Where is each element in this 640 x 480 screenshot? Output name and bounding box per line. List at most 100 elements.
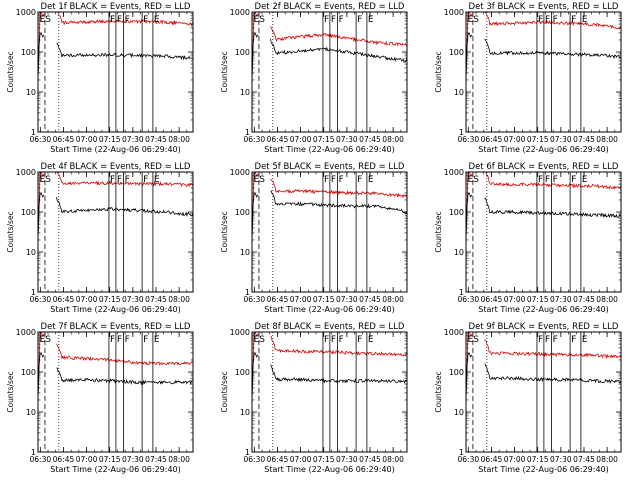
y-axis-label: Counts/sec bbox=[6, 51, 15, 92]
y-tick-label: 100 bbox=[21, 368, 36, 377]
panel-title: Det 4f BLACK = Events, RED = LLD bbox=[41, 162, 191, 172]
event-marker-label: ES bbox=[40, 335, 52, 345]
x-tick-label: 07:00 bbox=[504, 455, 526, 464]
plot-frame bbox=[37, 331, 194, 453]
x-tick-label: 07:00 bbox=[76, 135, 98, 144]
x-tick-label: 07:00 bbox=[290, 455, 312, 464]
x-tick-label: 07:30 bbox=[336, 455, 358, 464]
x-axis-label: Start Time (22-Aug-06 06:29:40) bbox=[478, 145, 609, 154]
event-marker-label: F bbox=[331, 15, 336, 25]
series-events bbox=[252, 31, 407, 81]
x-tick-label: 07:00 bbox=[290, 295, 312, 304]
plot-frame bbox=[465, 331, 622, 453]
x-tick-label: 07:45 bbox=[573, 295, 595, 304]
x-tick-label: 07:00 bbox=[504, 295, 526, 304]
event-marker-label: F bbox=[324, 175, 329, 185]
x-tick-label: 07:30 bbox=[550, 135, 572, 144]
event-marker-label: F bbox=[545, 335, 550, 345]
x-tick-label: 06:45 bbox=[53, 295, 75, 304]
x-tick-label: 07:00 bbox=[290, 135, 312, 144]
y-axis-label: Counts/sec bbox=[220, 51, 229, 92]
x-tick-label: 07:45 bbox=[145, 455, 167, 464]
x-tick-label: 07:15 bbox=[527, 135, 549, 144]
x-axis-label: Start Time (22-Aug-06 06:29:40) bbox=[264, 305, 395, 314]
y-tick-label: 100 bbox=[449, 48, 464, 57]
series-events bbox=[38, 351, 193, 401]
y-tick-label: 100 bbox=[449, 208, 464, 217]
y-axis-label: Counts/sec bbox=[220, 211, 229, 252]
y-tick-label: 1000 bbox=[230, 8, 250, 17]
event-marker-label: ES bbox=[254, 175, 266, 185]
x-tick-label: 07:45 bbox=[145, 135, 167, 144]
x-tick-label: 07:30 bbox=[122, 135, 144, 144]
x-tick-label: 06:45 bbox=[267, 455, 289, 464]
event-marker-label: F bbox=[357, 175, 362, 185]
x-axis-label: Start Time (22-Aug-06 06:29:40) bbox=[478, 465, 609, 474]
event-marker-label: F bbox=[143, 335, 148, 345]
x-tick-label: 07:30 bbox=[336, 135, 358, 144]
event-marker-label: F bbox=[571, 175, 576, 185]
event-marker-label: ES bbox=[254, 335, 266, 345]
x-tick-label: 06:30 bbox=[458, 135, 480, 144]
event-marker-label: F bbox=[125, 175, 130, 185]
event-marker-label: F bbox=[110, 335, 115, 345]
plot-frame bbox=[465, 11, 622, 133]
x-tick-label: 07:30 bbox=[550, 455, 572, 464]
plot-frame bbox=[465, 171, 622, 293]
y-tick-label: 1 bbox=[245, 128, 250, 137]
event-marker-label: ES bbox=[468, 175, 480, 185]
x-tick-label: 07:15 bbox=[313, 135, 335, 144]
event-marker-label: F bbox=[331, 335, 336, 345]
series-events bbox=[252, 190, 407, 241]
x-tick-label: 07:15 bbox=[99, 135, 121, 144]
x-tick-label: 06:45 bbox=[53, 455, 75, 464]
series-events bbox=[466, 191, 621, 241]
x-tick-label: 07:45 bbox=[145, 295, 167, 304]
x-tick-label: 06:30 bbox=[244, 295, 266, 304]
event-marker-label: F bbox=[357, 15, 362, 25]
x-tick-label: 06:30 bbox=[458, 455, 480, 464]
x-tick-label: 06:30 bbox=[30, 455, 52, 464]
event-marker-label: F bbox=[538, 15, 543, 25]
x-tick-label: 08:00 bbox=[596, 455, 618, 464]
y-tick-label: 100 bbox=[235, 48, 250, 57]
x-tick-label: 07:30 bbox=[122, 295, 144, 304]
y-axis-label: Counts/sec bbox=[434, 211, 443, 252]
event-marker-label: F bbox=[545, 15, 550, 25]
plot-area bbox=[252, 332, 407, 401]
y-tick-label: 1000 bbox=[444, 168, 464, 177]
y-tick-label: 10 bbox=[26, 88, 36, 97]
event-marker-label: E bbox=[368, 335, 374, 345]
panel-title: Det 5f BLACK = Events, RED = LLD bbox=[255, 162, 405, 172]
x-tick-label: 08:00 bbox=[382, 455, 404, 464]
plot-frame bbox=[251, 331, 408, 453]
y-tick-label: 100 bbox=[21, 48, 36, 57]
y-tick-label: 1 bbox=[245, 288, 250, 297]
event-marker-label: E bbox=[368, 15, 374, 25]
x-tick-label: 07:15 bbox=[527, 295, 549, 304]
x-tick-label: 08:00 bbox=[596, 295, 618, 304]
y-tick-label: 10 bbox=[26, 408, 36, 417]
event-marker-label: E bbox=[582, 335, 588, 345]
series-events bbox=[466, 351, 621, 401]
x-axis-label: Start Time (22-Aug-06 06:29:40) bbox=[50, 145, 181, 154]
y-axis-label: Counts/sec bbox=[6, 211, 15, 252]
x-tick-label: 07:45 bbox=[573, 135, 595, 144]
x-axis-label: Start Time (22-Aug-06 06:29:40) bbox=[50, 305, 181, 314]
event-marker-label: F bbox=[143, 15, 148, 25]
y-tick-label: 1000 bbox=[230, 168, 250, 177]
y-tick-label: 10 bbox=[454, 408, 464, 417]
x-tick-label: 08:00 bbox=[168, 455, 190, 464]
y-tick-label: 1 bbox=[459, 128, 464, 137]
x-tick-label: 07:00 bbox=[76, 455, 98, 464]
event-marker-label: F bbox=[125, 15, 130, 25]
event-marker-label: F bbox=[339, 15, 344, 25]
x-tick-label: 07:30 bbox=[336, 295, 358, 304]
x-axis-label: Start Time (22-Aug-06 06:29:40) bbox=[50, 465, 181, 474]
panel-title: Det 1f BLACK = Events, RED = LLD bbox=[41, 2, 191, 12]
